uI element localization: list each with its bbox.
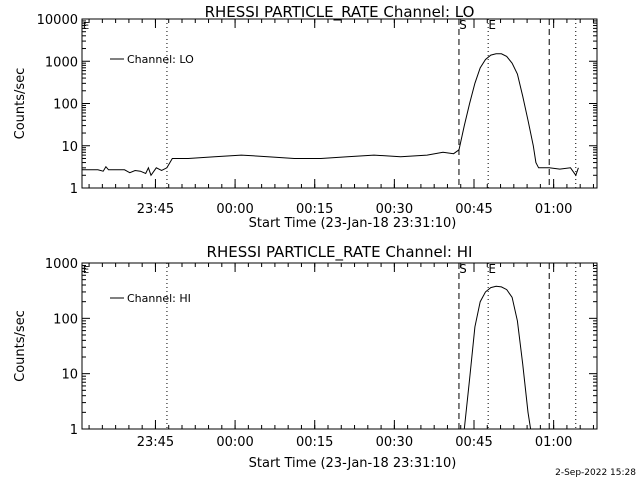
y-tick-label: 100 [53,98,78,113]
y-tick-label: 1 [70,182,78,197]
x-tick-label: 00:45 [455,202,492,217]
x-tick-label: 00:00 [216,202,253,217]
x-tick-label: 00:15 [296,435,333,450]
x-axis-label: Start Time (23-Jan-18 23:31:10) [249,456,457,471]
x-tick-label: 00:15 [296,202,333,217]
x-axis-label: Start Time (23-Jan-18 23:31:10) [249,216,457,231]
marker-s-label: S [459,262,467,276]
y-tick-label: 10 [61,140,78,155]
marker-s-label: S [459,18,467,32]
legend-label: Channel: HI [127,292,191,305]
y-axis-label: Counts/sec [13,68,28,140]
x-tick-label: 00:30 [376,202,413,217]
x-tick-label: 00:45 [455,435,492,450]
marker-e-label: E [488,18,496,32]
marker-e-left-label: E [83,265,89,276]
series-line [82,53,579,177]
y-tick-label: 10000 [37,13,78,28]
chart-title: RHESSI PARTICLE_RATE Channel: HI [207,243,473,262]
y-tick-label: 1000 [45,257,78,272]
y-tick-label: 100 [53,312,78,327]
x-tick-label: 01:00 [535,202,572,217]
y-tick-label: 1000 [45,55,78,70]
x-tick-label: 23:45 [137,435,174,450]
marker-e-label: E [488,262,496,276]
chart-title: RHESSI PARTICLE_RATE Channel: LO [205,3,475,22]
plot-frame [81,18,598,189]
y-tick-label: 1 [70,423,78,438]
x-tick-label: 01:00 [535,435,572,450]
x-tick-label: 00:30 [376,435,413,450]
x-tick-label: 00:00 [216,435,253,450]
chart-panel-hi: RHESSI PARTICLE_RATE Channel: HI 1 10 100 10… [13,243,598,471]
legend-label: Channel: LO [127,53,194,66]
footer-date: 2-Sep-2022 15:28 [555,468,636,478]
y-tick-label: 10 [61,368,78,383]
chart-panel-lo: RHESSI PARTICLE_RATE Channel: LO 1 10 100 10… [13,3,598,231]
series-line [463,285,532,430]
x-tick-label: 23:45 [137,202,174,217]
marker-e-left-label: E [83,21,89,32]
plot-frame [81,262,598,430]
y-axis-label: Counts/sec [13,310,28,382]
